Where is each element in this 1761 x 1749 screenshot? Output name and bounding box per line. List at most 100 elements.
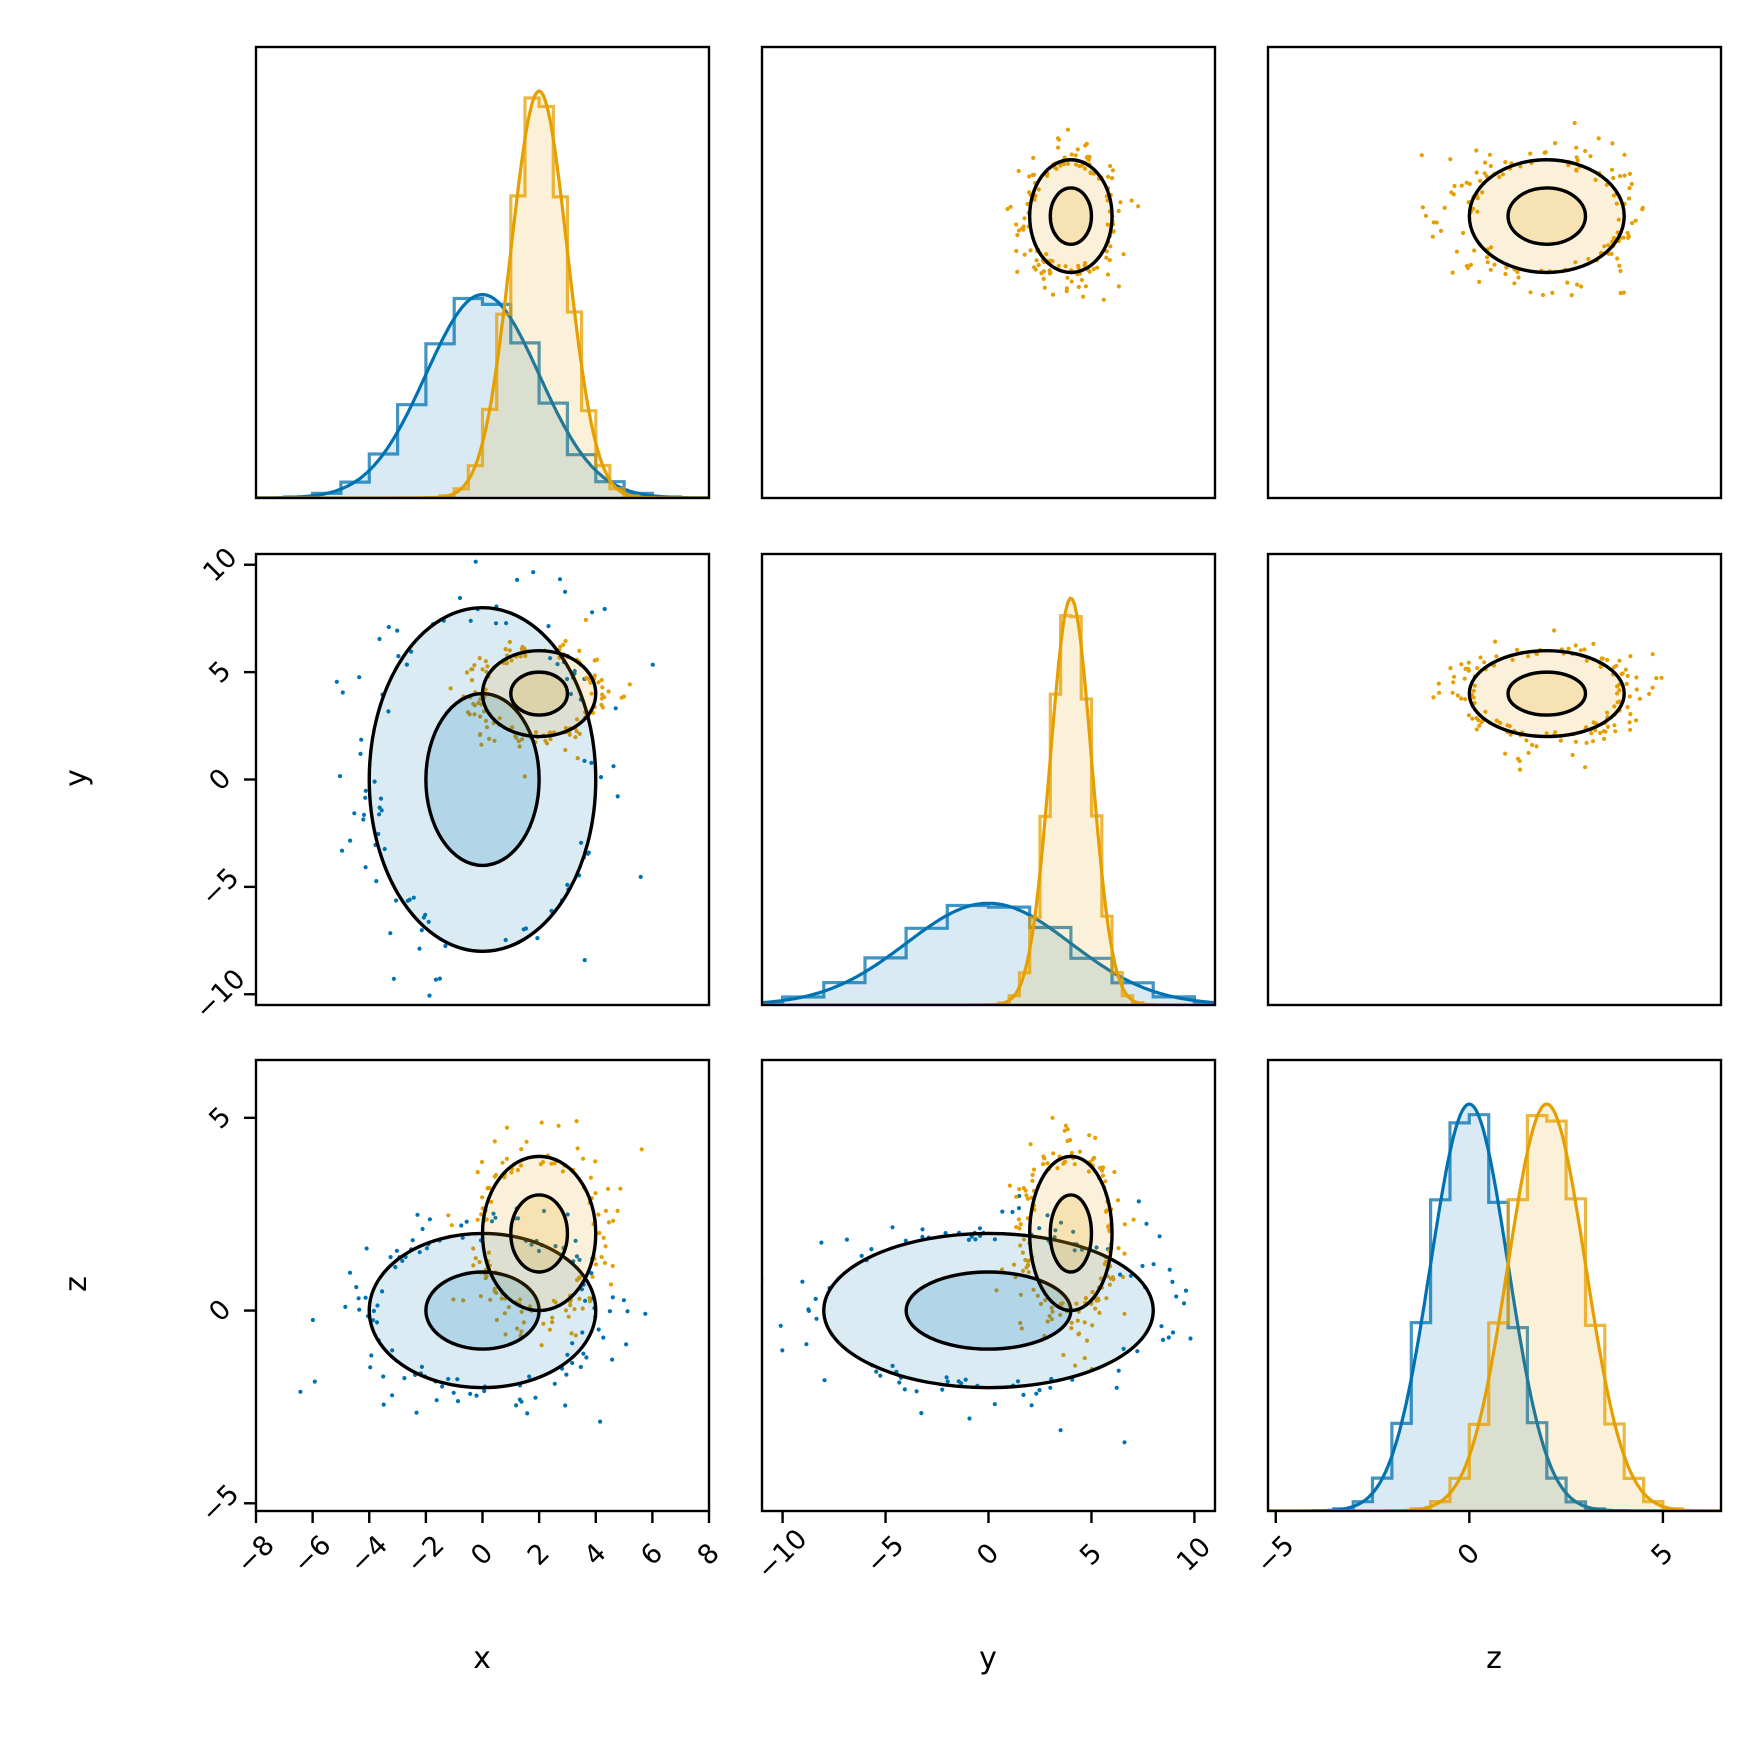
scatter-point bbox=[625, 1309, 630, 1314]
scatter-point bbox=[966, 1237, 972, 1242]
scatter-point bbox=[298, 1389, 303, 1394]
scatter-point bbox=[482, 1388, 487, 1394]
scatter-point bbox=[451, 1390, 456, 1395]
y-tick-label-row-2: 0 bbox=[203, 1294, 237, 1328]
scatter-point bbox=[1611, 193, 1617, 198]
scatter-point bbox=[1451, 680, 1456, 685]
scatter-point bbox=[417, 1250, 422, 1255]
scatter-point bbox=[377, 636, 382, 642]
scatter-point bbox=[878, 1373, 883, 1378]
scatter-point bbox=[1048, 1385, 1053, 1390]
scatter-point bbox=[1611, 175, 1616, 181]
scatter-point bbox=[390, 1393, 395, 1398]
scatter-point bbox=[859, 1253, 864, 1258]
scatter-point bbox=[1615, 691, 1620, 696]
scatter-point bbox=[546, 624, 551, 629]
scatter-point bbox=[602, 695, 607, 700]
scatter-point bbox=[1487, 152, 1492, 157]
scatter-point bbox=[1097, 1310, 1102, 1315]
scatter-point bbox=[310, 1317, 315, 1323]
scatter-point bbox=[400, 1258, 405, 1263]
scatter-point bbox=[1083, 1296, 1088, 1301]
scatter-point bbox=[963, 1377, 968, 1382]
scatter-point bbox=[1166, 1335, 1171, 1340]
scatter-point bbox=[627, 682, 632, 687]
scatter-point bbox=[518, 654, 523, 659]
scatter-point bbox=[515, 1326, 520, 1331]
scatter-point bbox=[1614, 663, 1619, 668]
scatter-point bbox=[619, 695, 624, 700]
scatter-point bbox=[1647, 691, 1652, 697]
scatter-point bbox=[1442, 205, 1447, 210]
scatter-point bbox=[1582, 647, 1587, 652]
panel-diag-content bbox=[1268, 1102, 1721, 1511]
scatter-point bbox=[1075, 147, 1080, 152]
scatter-point bbox=[493, 1215, 498, 1220]
scatter-point bbox=[1550, 290, 1555, 295]
scatter-point bbox=[897, 1380, 902, 1385]
scatter-point bbox=[519, 1309, 524, 1314]
scatter-point bbox=[1095, 265, 1100, 270]
scatter-point bbox=[593, 1191, 598, 1196]
panel-content bbox=[334, 559, 655, 998]
scatter-point bbox=[1107, 1282, 1112, 1287]
scatter-point bbox=[461, 1298, 466, 1303]
scatter-point bbox=[1115, 1198, 1121, 1203]
scatter-point bbox=[483, 718, 489, 723]
scatter-point bbox=[992, 1237, 998, 1242]
scatter-point bbox=[739, 1245, 743, 1249]
scatter-point bbox=[549, 1161, 554, 1166]
scatter-point bbox=[575, 756, 580, 761]
scatter-point bbox=[1613, 729, 1618, 734]
scatter-point bbox=[1466, 666, 1471, 671]
scatter-point bbox=[1625, 705, 1630, 710]
scatter-point bbox=[564, 1372, 569, 1377]
scatter-point bbox=[473, 1256, 478, 1261]
scatter-point bbox=[1025, 1263, 1031, 1268]
scatter-point bbox=[1494, 718, 1499, 723]
scatter-point bbox=[1064, 286, 1069, 291]
scatter-point bbox=[1144, 1221, 1149, 1226]
scatter-point bbox=[1086, 1169, 1091, 1174]
scatter-point bbox=[578, 1364, 583, 1370]
scatter-point bbox=[437, 976, 442, 981]
scatter-point bbox=[1589, 731, 1594, 736]
scatter-point bbox=[1584, 740, 1589, 746]
scatter-point bbox=[577, 1275, 582, 1280]
scatter-point bbox=[806, 1308, 812, 1313]
scatter-point bbox=[1570, 752, 1575, 758]
scatter-point bbox=[337, 774, 343, 779]
x-tick-label-col-2: 5 bbox=[1646, 1538, 1680, 1572]
scatter-point bbox=[580, 1330, 585, 1335]
scatter-point bbox=[967, 1416, 972, 1421]
scatter-point bbox=[778, 1323, 783, 1328]
scatter-point bbox=[364, 1246, 369, 1251]
scatter-point bbox=[1452, 183, 1457, 189]
scatter-series-0 bbox=[739, 1193, 1193, 1445]
scatter-point bbox=[1464, 180, 1469, 185]
scatter-point bbox=[1596, 136, 1601, 141]
x-tick-label-col-2: −5 bbox=[1250, 1530, 1300, 1580]
scatter-point bbox=[639, 1147, 644, 1152]
scatter-point bbox=[1018, 1222, 1023, 1227]
scatter-point bbox=[503, 1332, 508, 1337]
scatter-point bbox=[588, 680, 593, 685]
scatter-point bbox=[1628, 712, 1633, 717]
scatter-point bbox=[440, 1384, 445, 1389]
scatter-point bbox=[977, 1226, 983, 1231]
scatter-point bbox=[347, 1270, 353, 1275]
scatter-point bbox=[417, 946, 422, 951]
scatter-point bbox=[474, 1393, 479, 1398]
scatter-point bbox=[1474, 148, 1479, 153]
scatter-point bbox=[504, 621, 509, 626]
scatter-point bbox=[489, 1219, 495, 1224]
scatter-point bbox=[1048, 270, 1053, 275]
contour-1sigma-series-1 bbox=[509, 1193, 570, 1274]
scatter-point bbox=[1637, 696, 1642, 701]
panel-frame bbox=[1266, 1058, 1723, 1513]
scatter-point bbox=[386, 709, 391, 714]
scatter-point bbox=[1140, 1263, 1145, 1269]
scatter-point bbox=[1091, 267, 1096, 272]
scatter-point bbox=[1013, 1275, 1018, 1280]
x-tick-label-col-0: −4 bbox=[344, 1530, 394, 1580]
